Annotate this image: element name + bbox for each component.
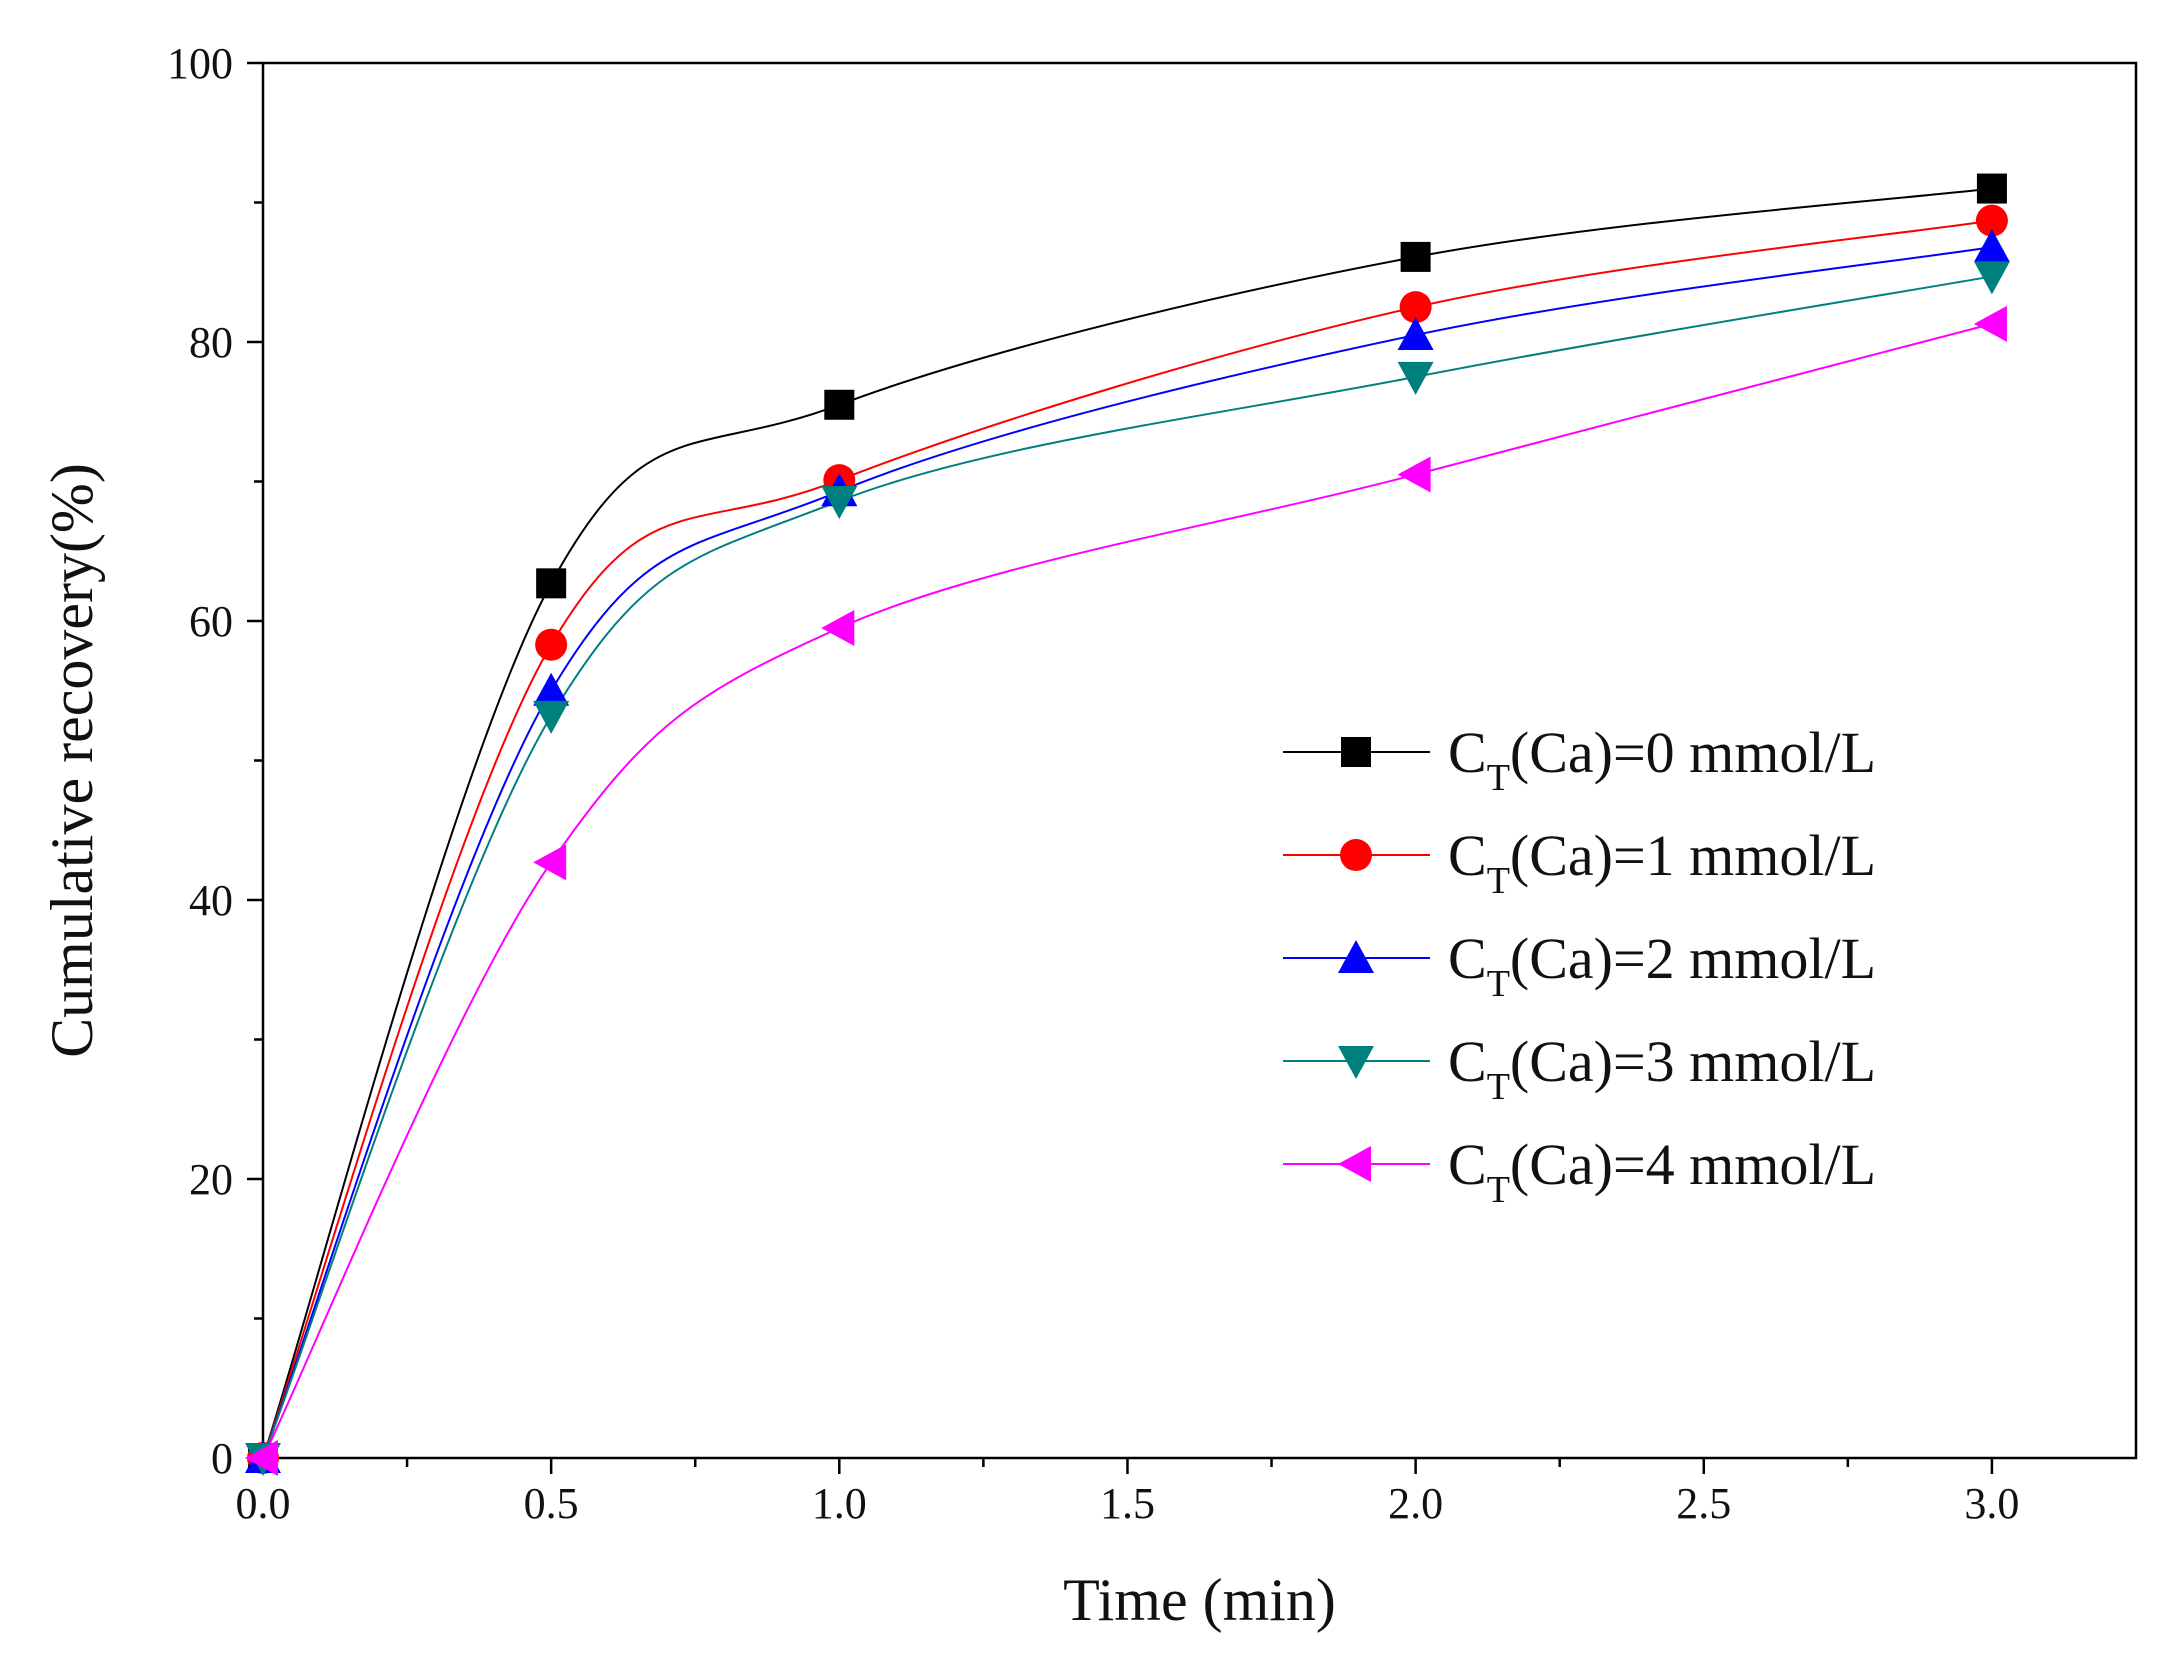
data-point-series-3 — [533, 700, 570, 734]
y-axis-title: Cumulative recovery(%) — [39, 463, 105, 1058]
series-line-4 — [262, 322, 1993, 1459]
data-point-series-1 — [535, 628, 568, 661]
x-tick-label: 0.0 — [236, 1479, 291, 1528]
legend-label-rest: (Ca)=0 mmol/L — [1510, 720, 1876, 785]
data-point-series-4 — [533, 844, 567, 881]
data-point-series-0 — [1400, 241, 1431, 272]
y-tick-label: 80 — [189, 318, 233, 367]
data-point-series-2 — [1397, 317, 1434, 351]
y-tick-label: 60 — [189, 597, 233, 646]
data-point-series-3 — [821, 486, 858, 520]
legend-marker — [1338, 1146, 1371, 1182]
data-point-series-4 — [1397, 456, 1431, 493]
legend-label: CT(Ca)=4 mmol/L — [1448, 1132, 1876, 1211]
legend-label: CT(Ca)=2 mmol/L — [1448, 926, 1876, 1005]
series-markers — [245, 173, 2010, 1476]
y-tick-label: 40 — [189, 876, 233, 925]
data-point-series-2 — [533, 672, 570, 706]
legend-label-rest: (Ca)=3 mmol/L — [1510, 1029, 1876, 1094]
y-tick-label: 100 — [167, 39, 233, 88]
y-tick-label: 0 — [211, 1434, 233, 1483]
data-point-series-3 — [1397, 361, 1434, 395]
legend-label-subscript: T — [1487, 963, 1510, 1005]
x-tick-label: 2.5 — [1676, 1479, 1731, 1528]
x-tick-label: 2.0 — [1388, 1479, 1443, 1528]
x-tick-label: 0.5 — [524, 1479, 579, 1528]
legend-marker — [1340, 839, 1372, 871]
data-point-series-2 — [1973, 229, 2010, 263]
legend-label-main: C — [1448, 1132, 1487, 1197]
data-point-series-1 — [1399, 291, 1432, 324]
legend-label-subscript: T — [1487, 1066, 1510, 1108]
legend: CT(Ca)=0 mmol/LCT(Ca)=1 mmol/LCT(Ca)=2 m… — [1283, 720, 1876, 1211]
legend-label-main: C — [1448, 926, 1487, 991]
data-point-series-4 — [1973, 305, 2007, 342]
legend-label: CT(Ca)=3 mmol/L — [1448, 1029, 1876, 1108]
data-point-series-3 — [1973, 261, 2010, 295]
data-point-series-0 — [1976, 173, 2007, 204]
legend-label-main: C — [1448, 1029, 1487, 1094]
y-tick-label: 20 — [189, 1155, 233, 1204]
axes: 0.0 0.5 1.0 1.5 2.0 2.5 3.0 0 20 40 60 80 100 — [167, 39, 2138, 1528]
legend-label-rest: (Ca)=2 mmol/L — [1510, 926, 1876, 991]
x-tick-label: 3.0 — [1964, 1479, 2019, 1528]
x-tick-label: 1.5 — [1100, 1479, 1155, 1528]
legend-label-rest: (Ca)=4 mmol/L — [1510, 1132, 1876, 1197]
data-point-series-4 — [245, 1440, 278, 1476]
legend-marker — [1338, 940, 1374, 973]
data-point-series-0 — [536, 568, 567, 599]
legend-marker — [1338, 1046, 1374, 1079]
legend-label: CT(Ca)=1 mmol/L — [1448, 823, 1876, 902]
x-axis-title: Time (min) — [1063, 1567, 1336, 1633]
legend-marker — [1341, 737, 1371, 767]
legend-label-subscript: T — [1487, 757, 1510, 799]
data-point-series-1 — [1975, 204, 2008, 237]
legend-label-main: C — [1448, 823, 1487, 888]
legend-label-subscript: T — [1487, 1169, 1510, 1211]
data-point-series-0 — [824, 389, 855, 420]
data-point-series-4 — [821, 609, 855, 646]
x-tick-label: 1.0 — [812, 1479, 867, 1528]
legend-label-rest: (Ca)=1 mmol/L — [1510, 823, 1876, 888]
legend-label-subscript: T — [1487, 860, 1510, 902]
legend-label-main: C — [1448, 720, 1487, 785]
legend-label: CT(Ca)=0 mmol/L — [1448, 720, 1876, 799]
